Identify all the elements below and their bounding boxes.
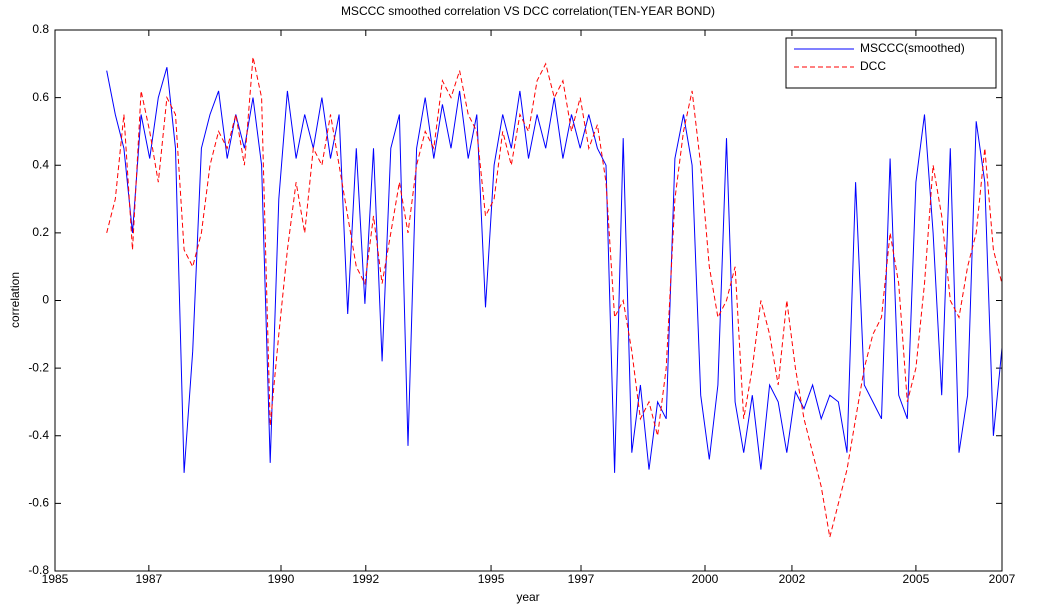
- legend-label: MSCCC(smoothed): [860, 41, 965, 55]
- x-tick-label: 1987: [135, 572, 162, 586]
- y-tick-label: 0.2: [32, 225, 49, 239]
- series-line: [106, 67, 1003, 473]
- x-tick-label: 1990: [268, 572, 295, 586]
- x-axis-label: year: [516, 590, 539, 604]
- y-tick-label: -0.4: [28, 428, 49, 442]
- x-tick-label: 2007: [989, 572, 1016, 586]
- legend-label: DCC: [860, 59, 886, 73]
- y-tick-label: -0.6: [28, 496, 49, 510]
- y-tick-label: 0.8: [32, 22, 49, 36]
- x-tick-label: 1995: [478, 572, 505, 586]
- y-tick-label: 0.6: [32, 90, 49, 104]
- x-tick-label: 2002: [779, 572, 806, 586]
- y-tick-label: 0.4: [32, 157, 49, 171]
- y-tick-label: 0: [42, 293, 49, 307]
- x-tick-label: 2000: [692, 572, 719, 586]
- y-tick-label: -0.8: [28, 563, 49, 577]
- y-axis-label: correlation: [8, 272, 22, 328]
- series-line: [106, 56, 1003, 538]
- x-tick-label: 1992: [352, 572, 379, 586]
- x-tick-label: 1997: [568, 572, 595, 586]
- chart-title: MSCCC smoothed correlation VS DCC correl…: [341, 4, 715, 18]
- y-tick-label: -0.2: [28, 360, 49, 374]
- x-tick-label: 2005: [903, 572, 930, 586]
- legend-box: [785, 37, 997, 89]
- x-tick-label: 1985: [42, 572, 69, 586]
- plot-frame: [54, 29, 1003, 572]
